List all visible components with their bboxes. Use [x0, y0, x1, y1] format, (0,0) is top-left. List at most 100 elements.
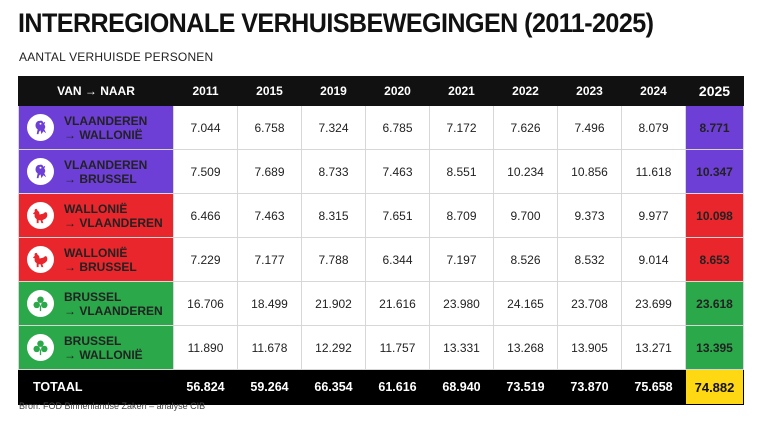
row-origin-label: WALLONIË	[64, 201, 128, 216]
row-destination-label: → WALLONIË	[64, 347, 143, 362]
source-note: Bron: FOD Binnenlandse Zaken – analyse C…	[19, 401, 206, 411]
value-cell-2025: 10.347	[685, 149, 744, 194]
value-cell: 7.496	[557, 105, 622, 150]
value-cell: 16.706	[173, 281, 238, 326]
value-cell: 21.616	[365, 281, 430, 326]
value-cell: 11.757	[365, 325, 430, 370]
table-row: BRUSSEL → WALLONIË 11.890 11.678 12.292 11.75…	[18, 325, 744, 370]
value-cell: 12.292	[301, 325, 366, 370]
table-row: WALLONIË → VLAANDEREN 6.466 7.463 8.315 7.651…	[18, 193, 744, 238]
value-cell-2025: 10.098	[685, 193, 744, 238]
value-cell: 23.699	[621, 281, 686, 326]
total-cell: 56.824	[173, 369, 238, 405]
value-cell: 7.651	[365, 193, 430, 238]
value-cell-2025: 23.618	[685, 281, 744, 326]
value-cell: 11.890	[173, 325, 238, 370]
column-header-year: 2021	[429, 76, 494, 106]
value-cell: 10.234	[493, 149, 558, 194]
total-cell-2025: 74.882	[685, 369, 744, 405]
total-cell: 66.354	[301, 369, 366, 405]
row-origin-label: BRUSSEL	[64, 333, 122, 348]
brussels-iris-icon	[27, 334, 54, 361]
row-header: WALLONIË → BRUSSEL	[18, 237, 174, 282]
column-header-year-2025: 2025	[685, 76, 744, 106]
value-cell-2025: 8.653	[685, 237, 744, 282]
column-header-year: 2022	[493, 76, 558, 106]
value-cell: 7.044	[173, 105, 238, 150]
value-cell: 8.532	[557, 237, 622, 282]
row-destination-label: → VLAANDEREN	[64, 215, 163, 230]
value-cell: 11.618	[621, 149, 686, 194]
value-cell: 8.526	[493, 237, 558, 282]
migration-table: VAN → NAAR 2011 2015 2019 2020 2021 2022…	[18, 76, 744, 405]
total-cell: 73.519	[493, 369, 558, 405]
row-destination-label: → WALLONIË	[64, 127, 143, 142]
value-cell: 9.373	[557, 193, 622, 238]
value-cell: 7.463	[237, 193, 302, 238]
row-header: VLAANDEREN → WALLONIË	[18, 105, 174, 150]
value-cell: 9.977	[621, 193, 686, 238]
value-cell: 7.172	[429, 105, 494, 150]
value-cell: 23.980	[429, 281, 494, 326]
value-cell: 7.229	[173, 237, 238, 282]
column-header-year: 2015	[237, 76, 302, 106]
row-destination-label: → BRUSSEL	[64, 259, 137, 274]
value-cell: 8.079	[621, 105, 686, 150]
row-header: WALLONIË → VLAANDEREN	[18, 193, 174, 238]
value-cell: 18.499	[237, 281, 302, 326]
total-cell: 61.616	[365, 369, 430, 405]
total-row: TOTAAL 56.824 59.264 66.354 61.616 68.94…	[18, 369, 744, 405]
value-cell: 7.509	[173, 149, 238, 194]
value-cell: 13.271	[621, 325, 686, 370]
value-cell: 8.733	[301, 149, 366, 194]
value-cell-2025: 8.771	[685, 105, 744, 150]
column-header-year: 2019	[301, 76, 366, 106]
total-cell: 75.658	[621, 369, 686, 405]
total-label: TOTAAL	[18, 369, 174, 405]
value-cell: 7.626	[493, 105, 558, 150]
value-cell: 13.331	[429, 325, 494, 370]
flemish-lion-icon	[27, 158, 54, 185]
table-header-row: VAN → NAAR 2011 2015 2019 2020 2021 2022…	[18, 76, 744, 106]
total-cell: 68.940	[429, 369, 494, 405]
table-row: WALLONIË → BRUSSEL 7.229 7.177 7.788 6.344 7.1…	[18, 237, 744, 282]
table-row: VLAANDEREN → WALLONIË 7.044 6.758 7.324 6.785…	[18, 105, 744, 150]
row-origin-label: BRUSSEL	[64, 289, 122, 304]
value-cell: 6.785	[365, 105, 430, 150]
value-cell: 21.902	[301, 281, 366, 326]
table-row: BRUSSEL → VLAANDEREN 16.706 18.499 21.902 21.…	[18, 281, 744, 326]
row-origin-label: WALLONIË	[64, 245, 128, 260]
value-cell: 7.324	[301, 105, 366, 150]
column-header-year: 2011	[173, 76, 238, 106]
value-cell-2025: 13.395	[685, 325, 744, 370]
brussels-iris-icon	[27, 290, 54, 317]
value-cell: 6.466	[173, 193, 238, 238]
row-origin-label: VLAANDEREN	[64, 113, 148, 128]
page-title: INTERREGIONALE VERHUISBEWEGINGEN (2011-2…	[18, 8, 654, 38]
value-cell: 6.344	[365, 237, 430, 282]
walloon-rooster-icon	[27, 246, 54, 273]
page-subtitle: AANTAL VERHUISDE PERSONEN	[19, 50, 214, 64]
walloon-rooster-icon	[27, 202, 54, 229]
value-cell: 9.700	[493, 193, 558, 238]
column-header-year: 2024	[621, 76, 686, 106]
row-header: BRUSSEL → VLAANDEREN	[18, 281, 174, 326]
total-cell: 73.870	[557, 369, 622, 405]
row-origin-label: VLAANDEREN	[64, 157, 148, 172]
value-cell: 7.463	[365, 149, 430, 194]
row-destination-label: → BRUSSEL	[64, 171, 137, 186]
value-cell: 6.758	[237, 105, 302, 150]
value-cell: 9.014	[621, 237, 686, 282]
value-cell: 8.709	[429, 193, 494, 238]
value-cell: 7.788	[301, 237, 366, 282]
value-cell: 7.689	[237, 149, 302, 194]
flemish-lion-icon	[27, 114, 54, 141]
column-header-year: 2023	[557, 76, 622, 106]
table-row: VLAANDEREN → BRUSSEL 7.509 7.689 8.733 7.463 8…	[18, 149, 744, 194]
total-cell: 59.264	[237, 369, 302, 405]
value-cell: 7.197	[429, 237, 494, 282]
value-cell: 13.268	[493, 325, 558, 370]
value-cell: 7.177	[237, 237, 302, 282]
row-destination-label: → VLAANDEREN	[64, 303, 163, 318]
column-header-year: 2020	[365, 76, 430, 106]
